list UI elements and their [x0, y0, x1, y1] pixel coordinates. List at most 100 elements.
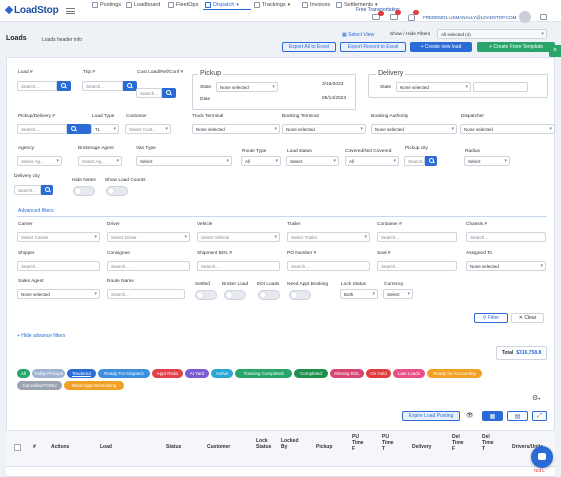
trip-no-input[interactable]: Search... — [82, 81, 123, 91]
pickup-date-from[interactable]: 3/16/2023 — [322, 82, 344, 87]
nav-trackings[interactable]: Trackings ▾ — [254, 2, 290, 8]
status-chip[interactable]: Ready For Dispatch — [98, 369, 150, 378]
agency-select[interactable]: Select Ag... — [17, 156, 62, 166]
pickup-date-to[interactable]: 05/14/2023 — [322, 96, 347, 101]
select-all-checkbox[interactable] — [14, 444, 21, 451]
expand-icon[interactable]: ⤢ — [532, 411, 547, 421]
status-chip[interactable]: All — [17, 369, 30, 378]
seal-input[interactable]: Search... — [377, 261, 457, 271]
export-all-button[interactable]: Export All to Excel — [282, 42, 336, 52]
hide-notes-toggle[interactable] — [73, 186, 95, 196]
th-status[interactable]: Status — [166, 444, 182, 450]
delivery-city-search-button[interactable] — [41, 185, 53, 195]
delivery-city-input[interactable]: Search... — [14, 185, 41, 195]
th-pu-time-from[interactable]: PU Time F — [352, 434, 364, 452]
load-status-select[interactable]: Select — [286, 156, 339, 166]
chat-bubble-icon[interactable] — [531, 446, 553, 468]
filters-multiselect[interactable]: All selected (4) — [437, 29, 547, 39]
create-from-template-button[interactable]: + Create From Template — [477, 42, 555, 52]
nav-settlements[interactable]: Settlements ▾ — [336, 2, 378, 8]
booking-terminal-select[interactable]: None selected — [282, 124, 366, 134]
pickup-city-input[interactable]: Search... — [404, 156, 425, 166]
van-type-select[interactable]: Select — [136, 156, 232, 166]
nav-fleetops[interactable]: FleetOps — [168, 2, 198, 8]
truck-terminal-select[interactable]: None selected — [192, 124, 280, 134]
th-lock-status[interactable]: Lock Status — [256, 438, 272, 450]
lock-status-select[interactable]: Both — [340, 289, 378, 299]
route-name-input[interactable]: Search... — [107, 289, 185, 299]
create-new-load-button[interactable]: + Create new load — [410, 42, 472, 52]
status-chip[interactable]: At Yard — [185, 369, 209, 378]
trip-no-search-button[interactable] — [123, 81, 137, 91]
cust-ref-input[interactable]: Search... — [136, 88, 162, 98]
vehicle-select[interactable]: Select Vehicle — [197, 232, 280, 242]
po-number-input[interactable]: Search... — [287, 261, 370, 271]
status-chip[interactable]: Tendered — [67, 369, 96, 378]
filter-button[interactable]: ⚲ Filter — [474, 313, 508, 323]
user-email[interactable]: FREDEMO1.USMANALLY@LOADSTOP.COM — [423, 15, 517, 20]
hamburger-menu-icon[interactable] — [66, 8, 75, 14]
status-chip[interactable]: On Hold — [366, 369, 391, 378]
currency-select[interactable]: Select — [383, 289, 413, 299]
nav-invoices[interactable]: Invoices — [302, 2, 330, 8]
status-chip[interactable]: Active — [211, 369, 233, 378]
trailer-select[interactable]: Select Trailer — [287, 232, 370, 242]
status-chip[interactable]: Cancelled/TONU — [17, 381, 62, 390]
th-pickup[interactable]: Pickup — [316, 444, 333, 450]
th-drivers-units[interactable]: Drivers/Units — [512, 444, 544, 450]
th-load[interactable]: Load — [100, 444, 112, 450]
carrier-select[interactable]: Select Carrier — [17, 232, 100, 242]
side-panel-close-icon[interactable]: × — [549, 45, 561, 57]
edi-loads-toggle[interactable] — [258, 290, 280, 300]
load-no-input[interactable]: Search... — [17, 81, 57, 91]
gear-icon[interactable]: ⚙▾ — [532, 395, 541, 402]
bell-icon[interactable] — [408, 14, 415, 21]
status-chip[interactable]: Need Appt Scheduling — [64, 381, 124, 390]
brokerage-agent-select[interactable]: Select Ag... — [78, 156, 122, 166]
need-appt-toggle[interactable] — [289, 290, 311, 300]
pickup-state-select[interactable]: None selected — [216, 82, 278, 92]
delivery-state-select[interactable]: None selected — [396, 82, 471, 92]
covered-select[interactable]: All — [345, 156, 399, 166]
th-del-time-from[interactable]: Del Time F — [452, 434, 464, 452]
status-chip[interactable]: Appt Risks — [152, 369, 183, 378]
truck-icon[interactable] — [372, 14, 380, 20]
driver-select[interactable]: Select Driver — [107, 232, 190, 242]
th-pu-time-to[interactable]: PU Time T — [382, 434, 394, 452]
show-load-counts-toggle[interactable] — [106, 186, 128, 196]
clear-button[interactable]: ✕ Clear — [511, 313, 544, 323]
table-row[interactable] — [6, 466, 555, 475]
customer-select[interactable]: Select Cust... — [125, 124, 171, 134]
th-delivery[interactable]: Delivery — [412, 444, 432, 450]
settings-icon[interactable] — [540, 14, 547, 20]
consignee-input[interactable]: Search... — [107, 261, 190, 271]
status-chip[interactable]: Today Pickups — [32, 369, 65, 378]
th-customer[interactable]: Customer — [207, 444, 231, 450]
message-icon[interactable] — [390, 14, 398, 20]
status-chip[interactable]: Missing BOL — [330, 369, 364, 378]
load-type-select[interactable]: TL — [91, 124, 119, 134]
pickup-delivery-input[interactable]: Search... — [17, 124, 67, 134]
settled-toggle[interactable] — [195, 290, 217, 300]
sales-agent-select[interactable]: None selected — [17, 289, 100, 299]
dispatcher-select[interactable]: None selected — [460, 124, 555, 134]
broker-load-toggle[interactable] — [224, 290, 246, 300]
nav-loadboard[interactable]: Loadboard — [126, 2, 160, 8]
calendar-icon[interactable]: ▤ — [507, 411, 528, 421]
load-no-search-button[interactable] — [57, 81, 71, 91]
booking-authority-select[interactable]: None selected — [371, 124, 457, 134]
eye-icon[interactable]: 👁 — [466, 413, 474, 419]
status-chip[interactable]: Tracking Completed — [235, 369, 292, 378]
nav-dispatch[interactable]: Dispatch ▾ — [205, 2, 239, 8]
delivery-date-input[interactable] — [473, 82, 528, 92]
promo-text[interactable]: Free Transportation — [356, 7, 400, 13]
status-chip[interactable]: Ready for Accounting — [427, 369, 482, 378]
select-view-link[interactable]: ▦ Select View — [342, 32, 375, 38]
grid-view-icon[interactable]: ▦ — [482, 411, 503, 421]
status-chip[interactable]: Completed — [294, 369, 328, 378]
pickup-delivery-search-button[interactable] — [67, 124, 91, 134]
app-logo[interactable]: LoadStop — [4, 5, 59, 16]
nav-postings[interactable]: Postings — [92, 2, 121, 8]
assigned-to-select[interactable]: None selected — [466, 261, 546, 271]
radius-select[interactable]: Select — [464, 156, 510, 166]
